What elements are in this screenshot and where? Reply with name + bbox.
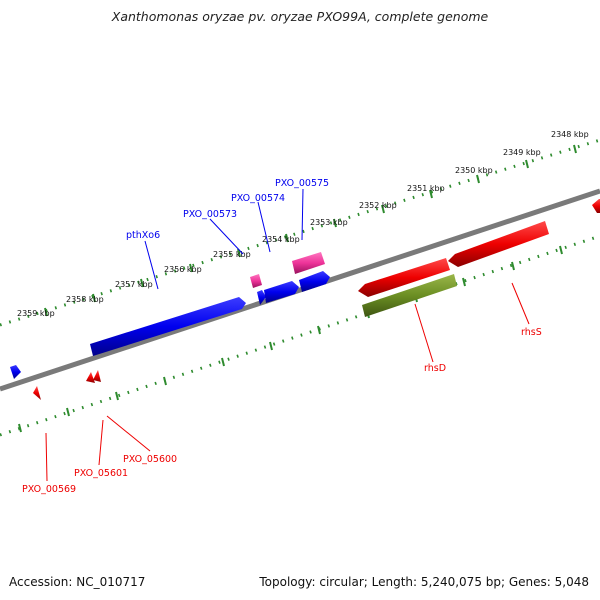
kbp-label: 2352 kbp bbox=[359, 201, 397, 210]
kbp-label: 2350 kbp bbox=[455, 166, 493, 175]
gene-label-PXO_00569: PXO_00569 bbox=[22, 484, 76, 495]
gene-label-PXO_00575: PXO_00575 bbox=[275, 178, 329, 189]
pseudo-gene[interactable] bbox=[292, 252, 325, 274]
gene-PXO_00574[interactable] bbox=[264, 281, 299, 303]
gene-labels: pthXo6 PXO_00573 PXO_00574 PXO_00575 rhs… bbox=[22, 178, 542, 495]
gene-label-PXO_00574: PXO_00574 bbox=[231, 193, 285, 204]
gene-PXO_00575[interactable] bbox=[299, 271, 330, 292]
genome-backbone bbox=[0, 188, 600, 392]
kbp-label: 2355 kbp bbox=[213, 250, 251, 259]
minus-strand-genes[interactable] bbox=[33, 199, 600, 400]
kbp-label: 2354 kbp bbox=[262, 235, 300, 244]
gene-label-rhsS: rhsS bbox=[521, 327, 542, 338]
gene-PXO_00569[interactable] bbox=[33, 386, 41, 400]
gene-rhsS[interactable] bbox=[448, 221, 549, 267]
gene-right-edge[interactable] bbox=[592, 199, 600, 213]
kbp-labels: 2348 kbp 2349 kbp 2350 kbp 2351 kbp 2352… bbox=[17, 130, 589, 318]
kbp-label: 2349 kbp bbox=[503, 148, 541, 157]
gene-label-PXO_00573: PXO_00573 bbox=[183, 209, 237, 220]
gene-PXO_00573[interactable] bbox=[257, 290, 266, 305]
pseudo-genes[interactable] bbox=[250, 252, 325, 288]
kbp-label: 2353 kbp bbox=[310, 218, 348, 227]
red-leaders bbox=[45, 282, 530, 482]
gene-left-edge[interactable] bbox=[10, 365, 21, 379]
gene-label-pthXo6: pthXo6 bbox=[126, 230, 160, 241]
gene-label-PXO_05600: PXO_05600 bbox=[123, 454, 177, 465]
gene-label-PXO_05601: PXO_05601 bbox=[74, 468, 128, 479]
gene-label-rhsD: rhsD bbox=[424, 363, 446, 374]
kbp-label: 2358 kbp bbox=[66, 295, 104, 304]
blue-leaders bbox=[144, 188, 304, 290]
plus-strand-genes[interactable] bbox=[10, 271, 330, 379]
genome-summary: Topology: circular; Length: 5,240,075 bp… bbox=[259, 575, 589, 589]
kbp-label: 2357 kbp bbox=[115, 280, 153, 289]
kbp-label: 2348 kbp bbox=[551, 130, 589, 139]
lower-major-ticks bbox=[18, 245, 563, 433]
kbp-label: 2359 kbp bbox=[17, 309, 55, 318]
rna-gene[interactable] bbox=[362, 274, 457, 317]
kbp-label: 2351 kbp bbox=[407, 184, 445, 193]
upper-major-ticks bbox=[44, 144, 577, 317]
gene-pthXo6[interactable] bbox=[90, 297, 246, 356]
gene-PXO_05601[interactable] bbox=[86, 372, 95, 383]
gene-rhsD[interactable] bbox=[358, 258, 450, 297]
gene-PXO_05600[interactable] bbox=[93, 370, 101, 382]
genome-title: Xanthomonas oryzae pv. oryzae PXO99A, co… bbox=[111, 9, 489, 24]
kbp-label: 2356 kbp bbox=[164, 265, 202, 274]
pseudo-gene[interactable] bbox=[250, 274, 262, 288]
accession-text: Accession: NC_010717 bbox=[9, 575, 146, 589]
